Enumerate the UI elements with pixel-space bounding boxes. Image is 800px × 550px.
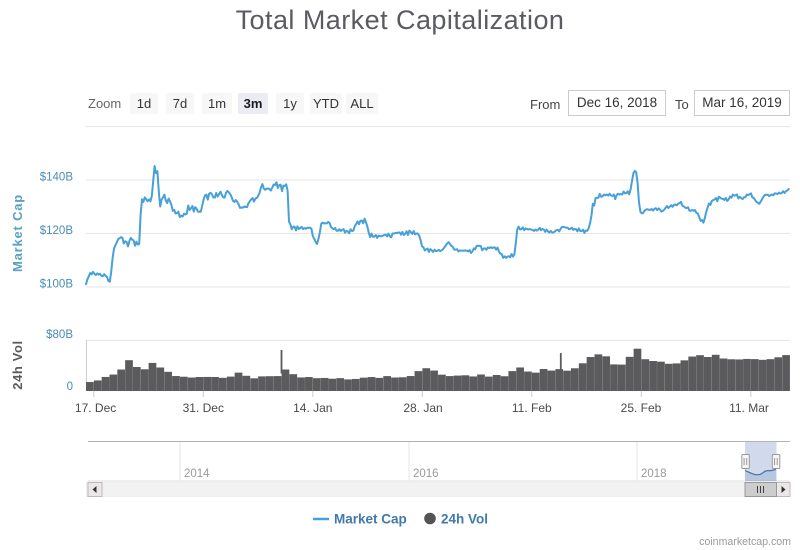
svg-text:coinmarketcap.com: coinmarketcap.com	[699, 536, 791, 548]
svg-text:11. Mar: 11. Mar	[729, 401, 769, 415]
svg-text:2014: 2014	[184, 468, 210, 480]
svg-text:24h Vol: 24h Vol	[441, 512, 488, 527]
svg-text:Market Cap: Market Cap	[334, 512, 407, 527]
svg-text:0: 0	[67, 381, 73, 393]
svg-text:2016: 2016	[413, 468, 439, 480]
svg-text:31. Dec: 31. Dec	[183, 401, 224, 415]
svg-text:17. Dec: 17. Dec	[75, 401, 116, 415]
svg-text:24h Vol: 24h Vol	[10, 340, 25, 389]
svg-text:11. Feb: 11. Feb	[512, 401, 552, 415]
svg-text:2018: 2018	[641, 468, 667, 480]
svg-text:25. Feb: 25. Feb	[621, 401, 662, 415]
svg-text:$120B: $120B	[40, 225, 74, 237]
svg-text:14. Jan: 14. Jan	[293, 401, 332, 415]
svg-text:28. Jan: 28. Jan	[403, 401, 442, 415]
svg-text:$100B: $100B	[40, 279, 74, 291]
svg-text:$80B: $80B	[46, 329, 73, 341]
svg-text:$140B: $140B	[40, 172, 74, 184]
svg-text:Market Cap: Market Cap	[10, 194, 25, 272]
